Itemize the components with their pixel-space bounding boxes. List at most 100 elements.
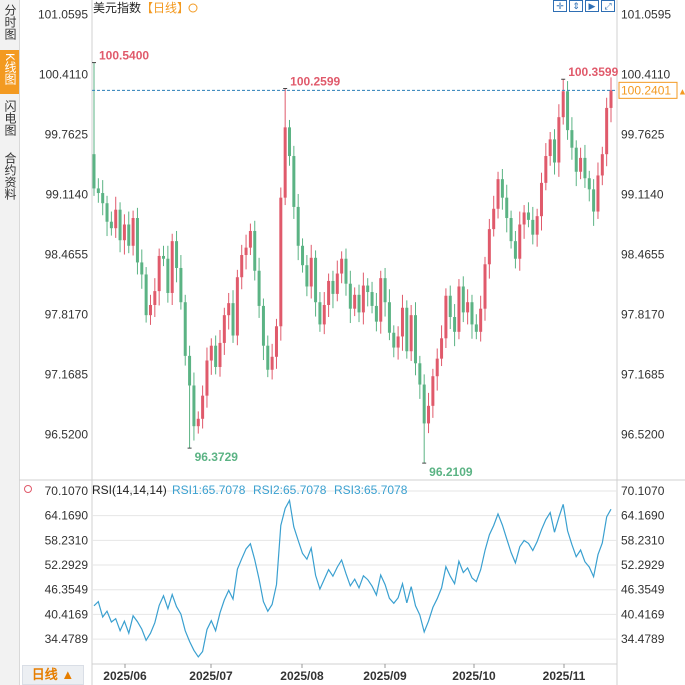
candle-body xyxy=(283,127,287,198)
candle-body xyxy=(466,302,470,313)
y-tick-right: 97.1685 xyxy=(621,368,665,382)
y-tick-left: 97.1685 xyxy=(45,368,89,382)
candle-body xyxy=(387,302,391,333)
candle-body xyxy=(331,280,335,294)
candle-body xyxy=(127,224,131,246)
rsi-y-tick-left: 46.3549 xyxy=(45,583,89,597)
candle-body xyxy=(201,395,205,419)
candle-body xyxy=(157,255,161,292)
candle-body xyxy=(318,302,322,325)
play-icon[interactable]: ▶ xyxy=(585,0,599,12)
candle-body xyxy=(292,156,296,207)
candle-body xyxy=(487,229,491,265)
rsi-y-tick-right: 70.1070 xyxy=(621,484,665,498)
candle-body xyxy=(409,315,413,352)
candle-body xyxy=(600,154,604,176)
candle-body xyxy=(322,304,326,325)
candle-body xyxy=(357,294,361,313)
candle-body xyxy=(175,241,179,268)
candle-body xyxy=(392,332,396,348)
extreme-label: 100.2599 xyxy=(290,75,340,89)
candle-body xyxy=(270,356,274,370)
candle-body xyxy=(531,219,535,235)
candle-body xyxy=(192,385,196,427)
expand-icon[interactable]: ⤢ xyxy=(601,0,615,12)
candle-body xyxy=(235,277,239,336)
rsi2-label: RSI2:65.7078 xyxy=(253,483,327,497)
crosshair-icon[interactable]: ✛ xyxy=(553,0,567,12)
tab-contract-info-label: 合约资料 xyxy=(3,152,17,200)
candle-body xyxy=(188,355,192,386)
tab-lightning[interactable]: 闪电图 xyxy=(0,100,19,144)
candle-body xyxy=(305,265,309,287)
candle-body xyxy=(435,358,439,377)
candle-body xyxy=(470,302,474,325)
rsi-y-tick-right: 58.2310 xyxy=(621,533,665,547)
y-tick-left: 96.5200 xyxy=(45,428,89,442)
y-tick-left: 100.4110 xyxy=(39,68,88,82)
title-period-tag: 【日线】 xyxy=(141,1,189,15)
extreme-label: 100.3599 xyxy=(568,65,618,79)
candle-body xyxy=(144,274,148,316)
rsi-y-tick-right: 46.3549 xyxy=(621,583,665,597)
candle-body xyxy=(288,127,292,157)
candle-body xyxy=(400,307,404,337)
candle-body xyxy=(544,156,548,183)
sidebar: 分时图 K线图 闪电图 合约资料 xyxy=(0,0,20,685)
candle-body xyxy=(227,303,231,316)
candle-body xyxy=(453,317,457,332)
candle-body xyxy=(361,285,365,313)
candle-body xyxy=(418,363,422,385)
candle-body xyxy=(566,91,570,131)
rsi-y-tick-right: 34.4789 xyxy=(621,632,665,646)
current-price-tag xyxy=(618,81,678,99)
y-tick-left: 97.8170 xyxy=(45,308,89,322)
candle-body xyxy=(148,304,152,316)
candle-body xyxy=(170,241,174,293)
y-tick-right: 100.4110 xyxy=(621,68,670,82)
candle-body xyxy=(274,326,278,357)
candle-body xyxy=(513,241,517,259)
move-icon[interactable]: ⇕ xyxy=(569,0,583,12)
tab-kline[interactable]: K线图 xyxy=(0,50,19,94)
x-tick-label: 2025/10 xyxy=(452,669,496,683)
candle-body xyxy=(135,218,139,263)
candle-body xyxy=(518,224,522,259)
tab-contract-info[interactable]: 合约资料 xyxy=(0,152,19,210)
y-tick-left: 101.0595 xyxy=(38,8,88,22)
candle-body xyxy=(592,189,596,212)
candle-body xyxy=(539,182,543,217)
candle-body xyxy=(240,255,244,278)
candle-body xyxy=(296,206,300,246)
rsi-y-tick-left: 58.2310 xyxy=(45,533,89,547)
candle-body xyxy=(196,418,200,427)
candle-body xyxy=(140,262,144,275)
x-tick-label: 2025/07 xyxy=(189,669,233,683)
candle-body xyxy=(101,193,105,204)
candle-body xyxy=(492,208,496,230)
candle-body xyxy=(374,305,378,322)
y-tick-left: 99.1140 xyxy=(46,188,89,202)
candle-body xyxy=(279,197,283,327)
chevron-up-icon: ▲ xyxy=(678,86,685,96)
candle-body xyxy=(261,305,265,346)
candle-body xyxy=(574,147,578,172)
chevron-up-icon: ▲ xyxy=(61,667,75,682)
candle-body xyxy=(557,117,561,163)
candle-body xyxy=(348,283,352,309)
candle-body xyxy=(561,91,565,118)
candle-body xyxy=(162,255,166,259)
candle-body xyxy=(474,324,478,332)
candle-body xyxy=(253,230,257,271)
x-tick-label: 2025/09 xyxy=(363,669,407,683)
candle-body xyxy=(301,245,305,266)
period-selector[interactable]: 日线 ▲ xyxy=(22,665,84,685)
candle-body xyxy=(231,303,235,336)
extreme-label: 100.5400 xyxy=(99,49,149,63)
rsi3-label: RSI3:65.7078 xyxy=(334,483,408,497)
tab-timeshare[interactable]: 分时图 xyxy=(0,4,19,44)
candle-body xyxy=(370,292,374,306)
y-tick-right: 97.8170 xyxy=(621,308,665,322)
candle-body xyxy=(314,257,318,303)
